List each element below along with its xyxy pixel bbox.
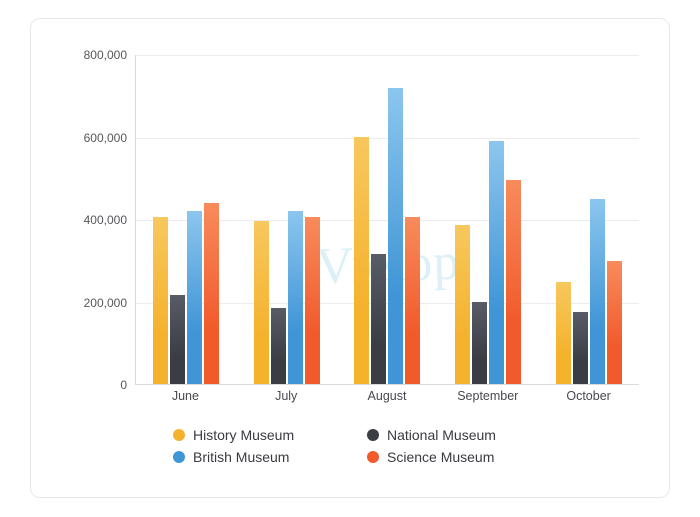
bar-groups — [136, 55, 639, 384]
bar-group — [438, 55, 539, 384]
legend-label: History Museum — [193, 427, 294, 443]
x-tick-label: June — [135, 389, 236, 409]
bar — [388, 88, 403, 384]
bar — [288, 211, 303, 384]
y-tick-label: 0 — [57, 378, 127, 392]
bar — [254, 221, 269, 384]
bar — [354, 137, 369, 384]
chart-card: Vietop 0 200,000 400,000 600,000 800,000 Jun… — [30, 18, 670, 498]
legend-label: National Museum — [387, 427, 496, 443]
y-tick-label: 800,000 — [57, 48, 127, 62]
legend-item: History Museum — [173, 427, 333, 443]
legend-item: Science Museum — [367, 449, 527, 465]
bar-group — [337, 55, 438, 384]
bar — [170, 295, 185, 384]
bar — [405, 217, 420, 384]
bar — [153, 217, 168, 384]
legend-swatch — [173, 451, 185, 463]
y-tick-label: 400,000 — [57, 213, 127, 227]
bar — [204, 203, 219, 384]
bar — [305, 217, 320, 384]
bar — [455, 225, 470, 384]
x-tick-label: October — [538, 389, 639, 409]
bar-group — [136, 55, 237, 384]
bar — [556, 282, 571, 384]
plot-area: Vietop — [135, 55, 639, 385]
bar — [607, 261, 622, 384]
legend-label: Science Museum — [387, 449, 494, 465]
bar — [489, 141, 504, 384]
x-tick-label: August — [337, 389, 438, 409]
bar — [371, 254, 386, 384]
y-tick-label: 600,000 — [57, 131, 127, 145]
bar — [472, 302, 487, 384]
bar — [573, 312, 588, 384]
x-axis-labels: JuneJulyAugustSeptemberOctober — [135, 389, 639, 409]
bar-group — [538, 55, 639, 384]
legend-item: National Museum — [367, 427, 527, 443]
legend: History Museum National Museum British Mus… — [31, 427, 669, 465]
legend-swatch — [173, 429, 185, 441]
bar — [271, 308, 286, 384]
y-tick-label: 200,000 — [57, 296, 127, 310]
bar — [590, 199, 605, 384]
bar — [187, 211, 202, 384]
legend-label: British Museum — [193, 449, 289, 465]
legend-item: British Museum — [173, 449, 333, 465]
x-tick-label: July — [236, 389, 337, 409]
bar-group — [237, 55, 338, 384]
x-tick-label: September — [437, 389, 538, 409]
bar — [506, 180, 521, 384]
legend-swatch — [367, 451, 379, 463]
legend-swatch — [367, 429, 379, 441]
